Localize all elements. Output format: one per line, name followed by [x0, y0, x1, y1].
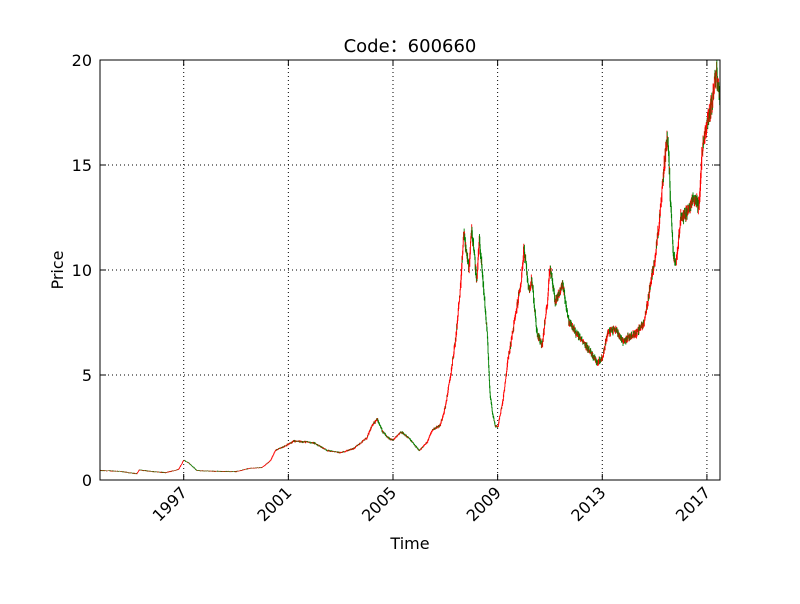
axis-ticks: 0 5 10 15 20 1997 2001 2005 2009 2013 2017: [72, 51, 720, 525]
x-tick-label: 2009: [463, 483, 505, 525]
x-tick-label: 2017: [672, 483, 714, 525]
y-tick-label: 0: [82, 471, 92, 490]
y-tick-label: 20: [72, 51, 92, 70]
x-tick-label: 2013: [567, 483, 609, 525]
y-tick-label: 10: [72, 261, 92, 280]
y-tick-label: 5: [82, 366, 92, 385]
x-axis-label: Time: [389, 534, 429, 553]
x-tick-label: 2001: [253, 483, 295, 525]
chart-title: Code：600660: [344, 36, 477, 57]
x-tick-label: 1997: [149, 483, 191, 525]
x-tick-label: 2005: [358, 483, 400, 525]
price-candles: [99, 59, 721, 475]
grid-lines: [100, 60, 720, 480]
y-tick-label: 15: [72, 156, 92, 175]
y-axis-label: Price: [48, 250, 67, 289]
